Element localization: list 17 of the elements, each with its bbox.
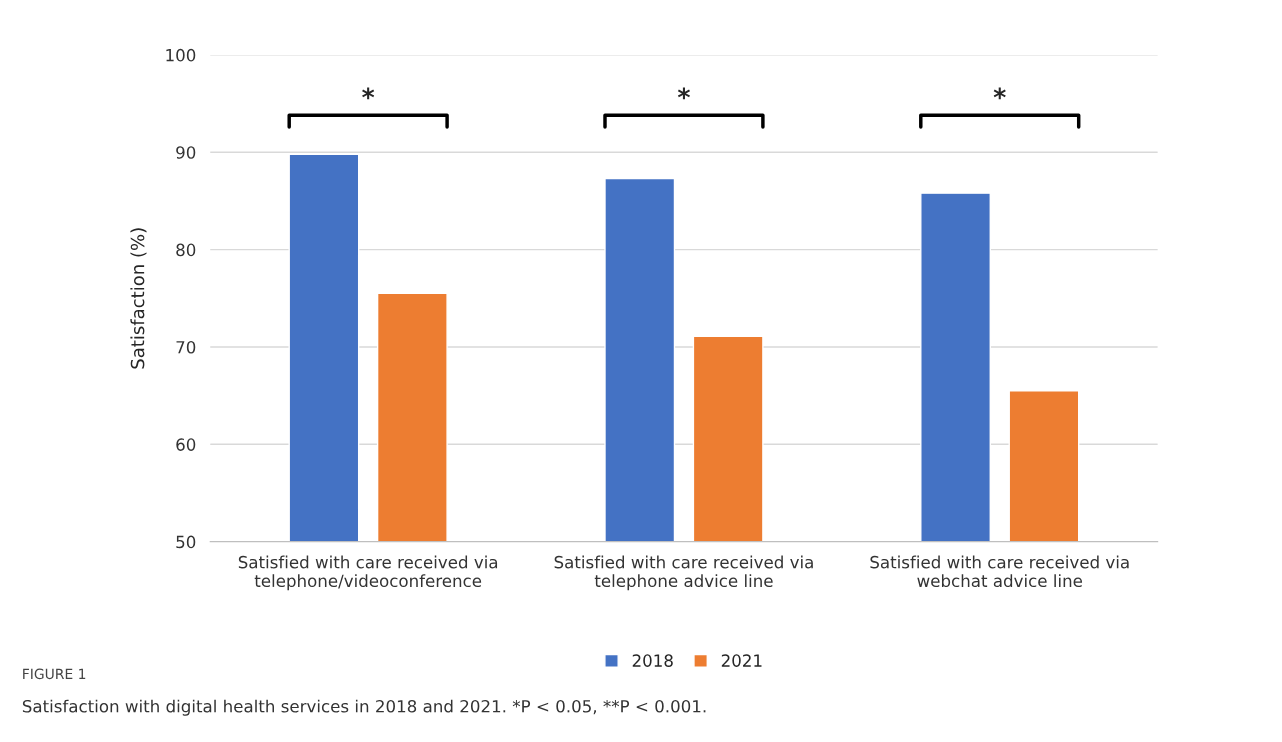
annotation: * [993,87,1006,100]
text: Satisfaction with digital health services in 2018 and 2021. *P < 0.05, **P < 0.001. [22,699,706,716]
annotation: * [677,87,690,100]
annotation: * [362,87,375,100]
y-tick-label: 90 [176,146,196,159]
x-tick-label: Satisfied with care received via telephone/videoconference [238,555,498,591]
y-axis-title: Satisfaction (%) [130,228,147,369]
y-tick-label: 60 [176,438,196,451]
x-tick-label: Satisfied with care received via webchat advice line [870,555,1129,588]
y-tick-label: 70 [176,340,196,354]
y-tick-label: 100 [166,48,196,62]
y-tick-label: 50 [176,535,196,549]
legend-label: 2018 [632,654,673,667]
y-tick-label: 80 [176,243,196,257]
caption: FIGURE 1 [23,668,86,680]
x-tick-label: Satisfied with care received via telephone advice line [554,555,813,591]
legend-label: 2021 [721,654,762,667]
